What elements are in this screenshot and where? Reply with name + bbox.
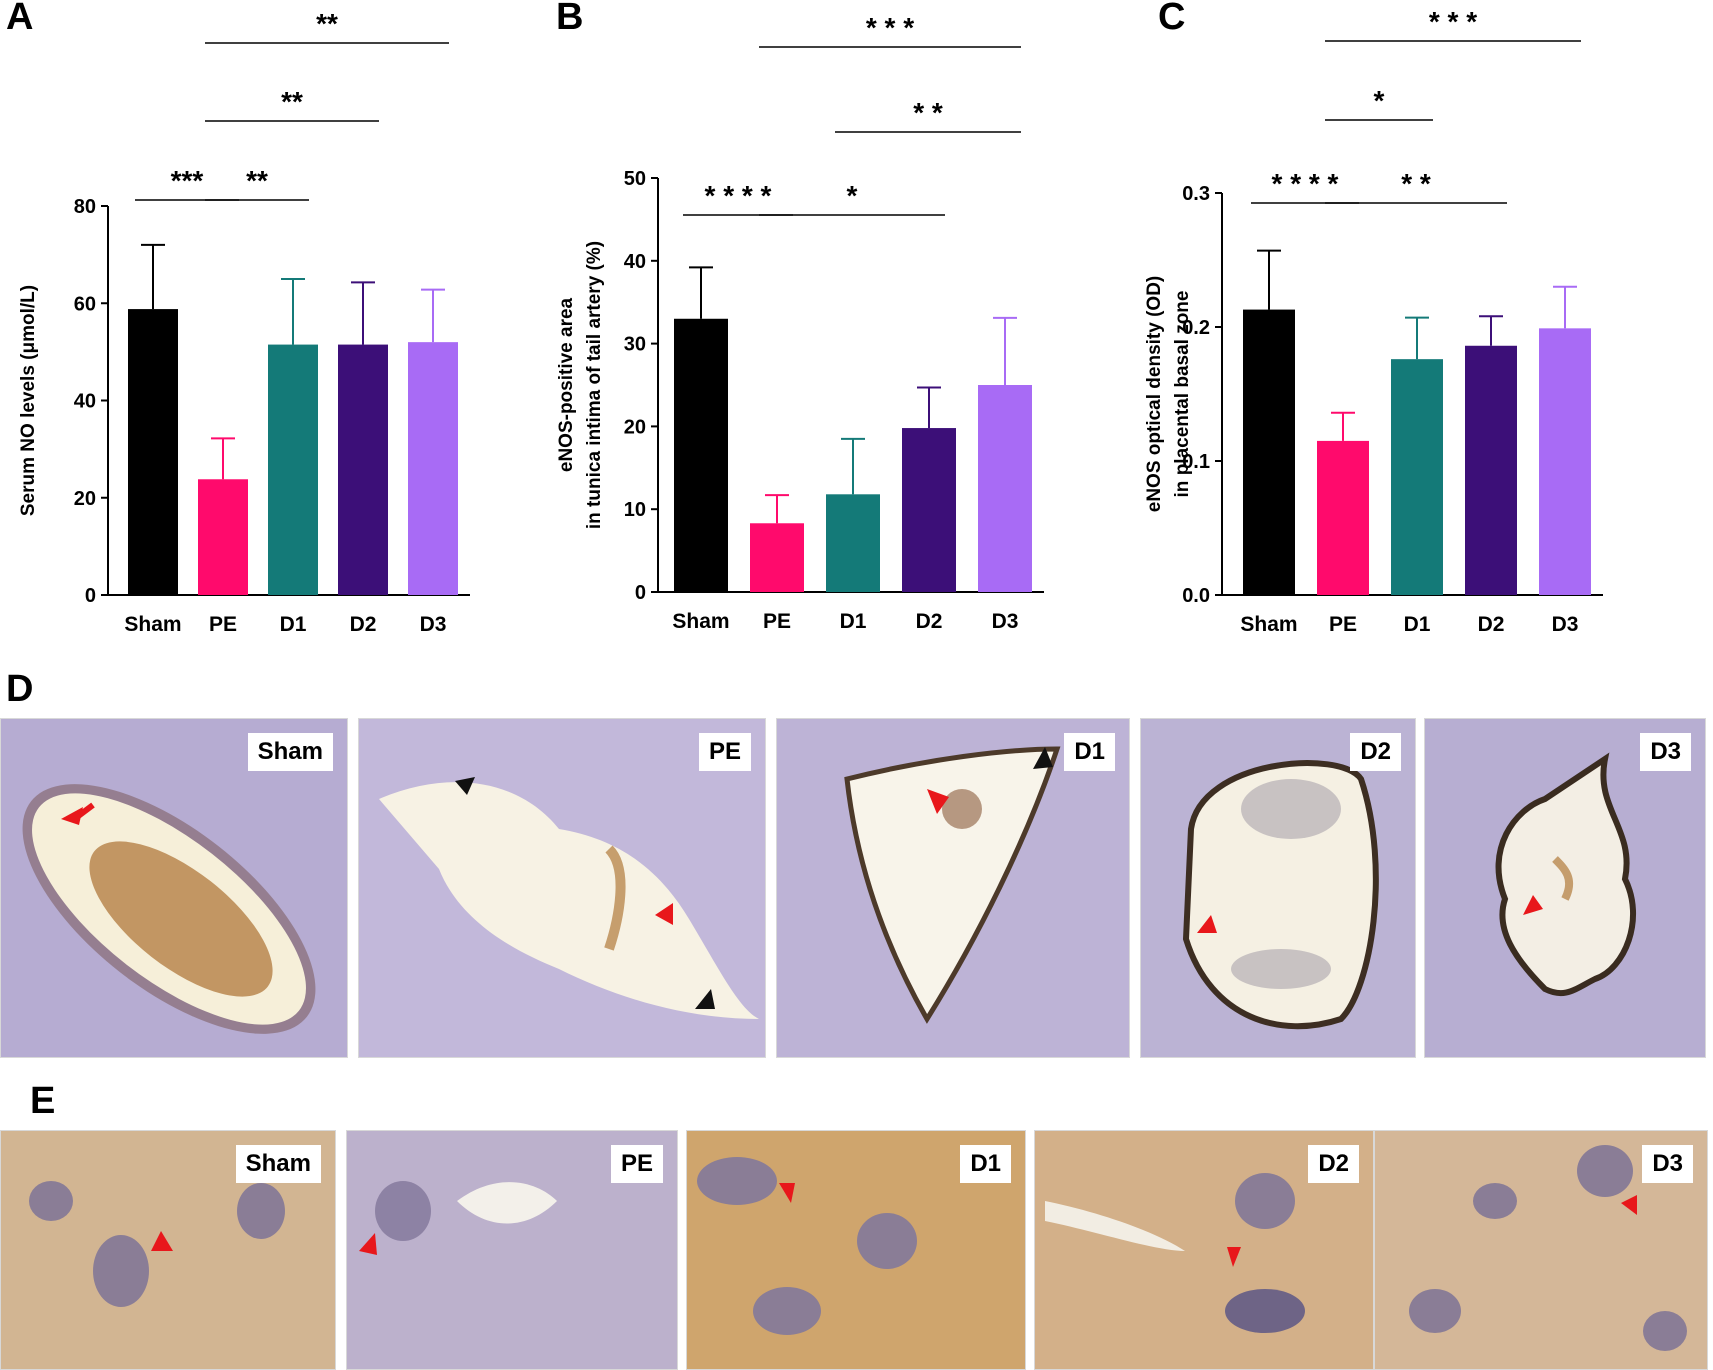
image-row-e: Sham PE D1 D2	[0, 1130, 1713, 1370]
y-tick-label-a: 40	[74, 391, 96, 413]
panel-letter-b: B	[556, 0, 584, 38]
micrograph-d-sham: Sham	[0, 718, 348, 1058]
tile-label-d-sham: Sham	[247, 733, 333, 771]
x-tick-label-b: Sham	[672, 610, 729, 633]
micrograph-d-pe: PE	[358, 718, 766, 1058]
y-tick-label-a: 0	[85, 585, 96, 607]
chart-b: 0 10 20 30 40 50 eNOS-positive area in tunica i…	[556, 12, 1044, 633]
y-tick-label-b: 30	[624, 334, 646, 356]
y-tick-label-b: 0	[635, 582, 646, 604]
significance-label-a: **	[281, 86, 303, 117]
x-tick-label-c: Sham	[1240, 613, 1297, 636]
micrograph-d-d1: D1	[776, 718, 1130, 1058]
y-tick-label-c: 0.3	[1182, 183, 1210, 205]
micrograph-e-pe-art	[347, 1131, 677, 1369]
micrograph-d-d3-art	[1425, 719, 1705, 1057]
panel-letter-a: A	[6, 0, 34, 38]
tile-label-d-d3: D3	[1640, 733, 1691, 771]
x-tick-label-c: D2	[1478, 613, 1505, 636]
y-axis-label-c: in placental basal zone	[1172, 291, 1193, 498]
significance-label-b: * * *	[866, 12, 914, 43]
x-tick-label-b: D1	[840, 610, 867, 633]
significance-label-b: * *	[913, 97, 943, 128]
y-axis-label-b: in tunica intima of tail artery (%)	[584, 241, 605, 529]
y-axis-label-b: eNOS-positive area	[556, 297, 577, 472]
micrograph-d-d1-art	[777, 719, 1129, 1057]
micrograph-d-d3: D3	[1424, 718, 1706, 1058]
micrograph-d-d2-art	[1141, 719, 1415, 1057]
bar-a-sham	[128, 309, 178, 595]
panel-letter-d: D	[6, 668, 34, 710]
tile-label-d-d2: D2	[1350, 733, 1401, 771]
micrograph-d-d2: D2	[1140, 718, 1416, 1058]
y-tick-label-a: 60	[74, 293, 96, 315]
bar-b-pe	[750, 523, 804, 592]
x-tick-label-b: D3	[992, 610, 1019, 633]
tile-label-d-d1: D1	[1064, 733, 1115, 771]
y-tick-label-a: 20	[74, 488, 96, 510]
y-axis-label-a: Serum NO levels (μmol/L)	[18, 285, 39, 516]
significance-label-c: * * * *	[1272, 168, 1339, 199]
significance-label-a: **	[246, 165, 268, 196]
tile-label-e-d1: D1	[960, 1145, 1011, 1183]
micrograph-e-d3-art	[1375, 1131, 1707, 1369]
bar-a-d2	[338, 344, 388, 595]
x-tick-label-a: PE	[209, 613, 237, 636]
y-tick-label-a: 80	[74, 196, 96, 218]
tile-label-d-pe: PE	[698, 733, 751, 771]
tile-label-e-sham: Sham	[235, 1145, 321, 1183]
bar-c-sham	[1243, 309, 1295, 595]
bar-a-d3	[408, 342, 458, 595]
y-axis-label-c: eNOS optical density (OD)	[1144, 276, 1165, 512]
y-tick-label-b: 20	[624, 416, 646, 438]
panel-letter-c: C	[1158, 0, 1186, 38]
tile-label-e-d3: D3	[1642, 1145, 1693, 1183]
tile-label-e-d2: D2	[1308, 1145, 1359, 1183]
bar-c-d3	[1539, 328, 1591, 595]
micrograph-e-d1: D1	[686, 1130, 1026, 1370]
x-tick-label-c: D1	[1404, 613, 1431, 636]
chart-c: 0.0 0.1 0.2 0.3 eNOS optical density (OD) in …	[1144, 6, 1603, 636]
micrograph-e-d3: D3	[1374, 1130, 1708, 1370]
y-tick-label-c: 0.1	[1182, 451, 1210, 473]
y-tick-label-b: 10	[624, 499, 646, 521]
x-tick-label-b: D2	[916, 610, 943, 633]
significance-label-a: ***	[171, 165, 204, 196]
x-tick-label-a: D2	[350, 613, 377, 636]
bar-c-d2	[1465, 345, 1517, 595]
bar-c-pe	[1317, 440, 1369, 595]
significance-label-c: *	[1374, 85, 1385, 116]
bar-a-d1	[268, 344, 318, 595]
bar-b-d2	[902, 428, 956, 592]
image-row-d: Sham PE D1 D2	[0, 718, 1713, 1058]
x-tick-label-a: D1	[280, 613, 307, 636]
bar-b-d1	[826, 494, 880, 592]
panel-letter-e: E	[30, 1080, 56, 1122]
chart-a: 0 20 40 60 80 Serum NO levels (μmol/L) Sham PE D…	[18, 8, 470, 636]
bar-a-pe	[198, 479, 248, 595]
y-tick-label-b: 50	[624, 168, 646, 190]
bar-b-sham	[674, 318, 728, 592]
bar-c-d1	[1391, 359, 1443, 595]
x-tick-label-a: Sham	[124, 613, 181, 636]
significance-label-b: *	[847, 180, 858, 211]
tile-label-e-pe: PE	[610, 1145, 663, 1183]
micrograph-d-pe-art	[359, 719, 765, 1057]
x-tick-label-c: D3	[1552, 613, 1579, 636]
x-tick-label-c: PE	[1329, 613, 1357, 636]
y-tick-label-c: 0.0	[1182, 585, 1210, 607]
micrograph-e-pe: PE	[346, 1130, 678, 1370]
x-tick-label-a: D3	[420, 613, 447, 636]
y-tick-label-b: 40	[624, 251, 646, 273]
bar-b-d3	[978, 385, 1032, 592]
significance-label-a: **	[316, 8, 338, 39]
significance-label-c: * *	[1401, 168, 1431, 199]
significance-label-c: * * *	[1429, 6, 1477, 37]
significance-label-b: * * * *	[705, 180, 772, 211]
micrograph-d-sham-art	[1, 719, 347, 1057]
y-tick-label-c: 0.2	[1182, 317, 1210, 339]
micrograph-e-sham: Sham	[0, 1130, 336, 1370]
x-tick-label-b: PE	[763, 610, 791, 633]
micrograph-e-d2: D2	[1034, 1130, 1374, 1370]
